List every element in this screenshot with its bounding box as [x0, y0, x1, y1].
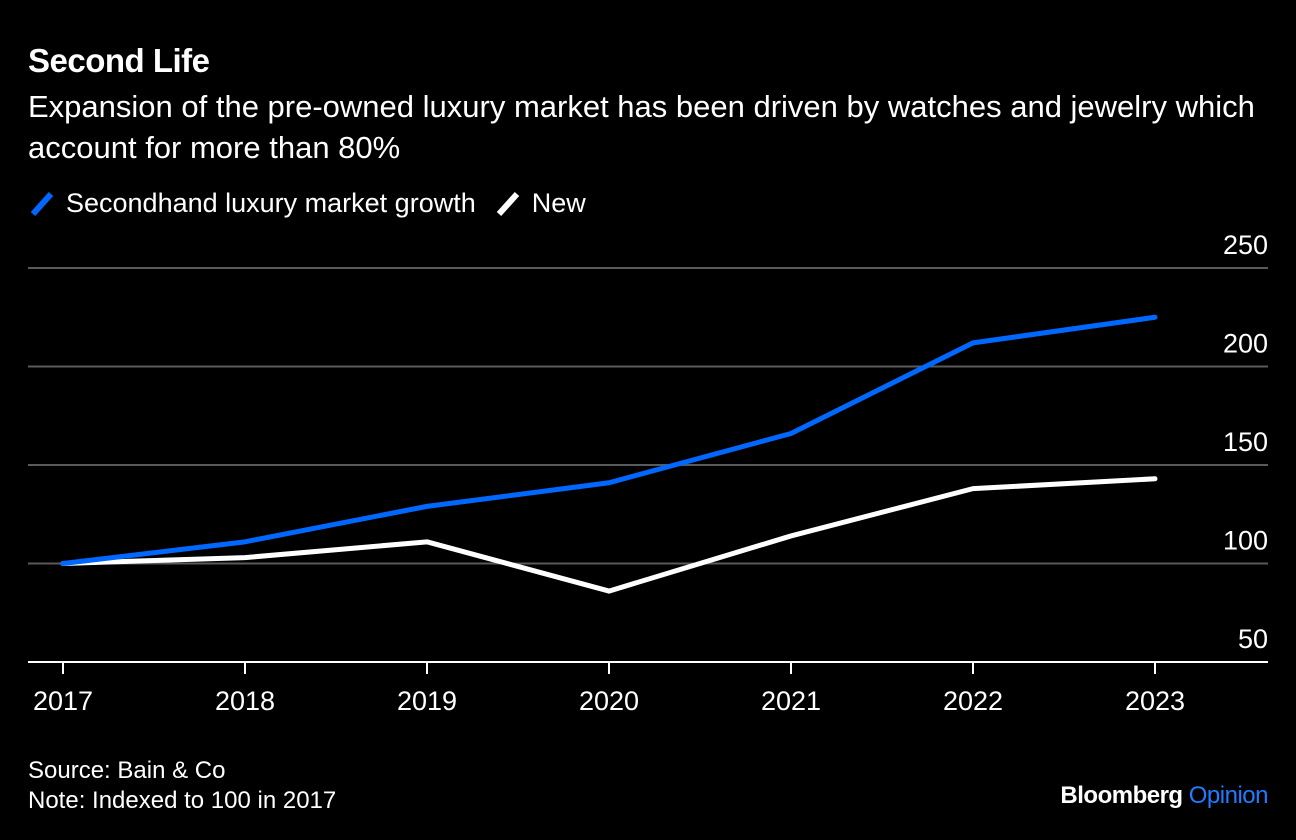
- new-swatch-line: [496, 191, 519, 216]
- brand-section: Opinion: [1188, 782, 1269, 809]
- series-line-secondhand: [60, 314, 1158, 566]
- chart-title: Second Life: [28, 42, 210, 79]
- chart-subtitle: Expansion of the pre-owned luxury market…: [28, 89, 1255, 165]
- x-tick-label: 2019: [397, 686, 457, 716]
- x-tick-label: 2022: [943, 686, 1003, 716]
- source-note: Source: Bain & Co: [28, 757, 226, 784]
- y-tick-label: 200: [1223, 329, 1268, 359]
- x-axis-ticks: 2017 2018 2019 2020 2021 2022 2023: [33, 662, 1185, 716]
- x-tick-label: 2020: [579, 686, 639, 716]
- footer: Source: Bain & Co Note: Indexed to 100 i…: [28, 756, 336, 816]
- series-lines: [60, 314, 1158, 594]
- brand-name: Bloomberg: [1060, 782, 1183, 809]
- brand-logo: Bloomberg Opinion: [1060, 782, 1268, 810]
- series-line-new: [60, 476, 1158, 594]
- secondhand-swatch-icon: [30, 191, 54, 216]
- y-tick-label: 100: [1223, 526, 1268, 556]
- legend-label-new: New: [531, 188, 586, 218]
- y-tick-label: 50: [1238, 624, 1268, 654]
- x-tick-label: 2018: [215, 686, 275, 716]
- index-note: Note: Indexed to 100 in 2017: [28, 787, 337, 814]
- y-axis-ticks: 50 100 150 200 250: [1223, 230, 1268, 654]
- legend-label-secondhand: Secondhand luxury market growth: [66, 188, 476, 218]
- y-tick-label: 150: [1223, 427, 1268, 457]
- secondhand-swatch-line: [30, 191, 54, 216]
- new-swatch-icon: [496, 191, 519, 216]
- legend-item-new: New: [494, 188, 586, 219]
- y-tick-label: 250: [1223, 230, 1268, 260]
- x-tick-label: 2023: [1125, 686, 1185, 716]
- legend: Secondhand luxury market growth New: [28, 188, 604, 219]
- x-tick-label: 2017: [33, 686, 93, 716]
- x-tick-label: 2021: [761, 686, 821, 716]
- gridlines: [28, 267, 1268, 565]
- legend-item-secondhand: Secondhand luxury market growth: [28, 188, 476, 219]
